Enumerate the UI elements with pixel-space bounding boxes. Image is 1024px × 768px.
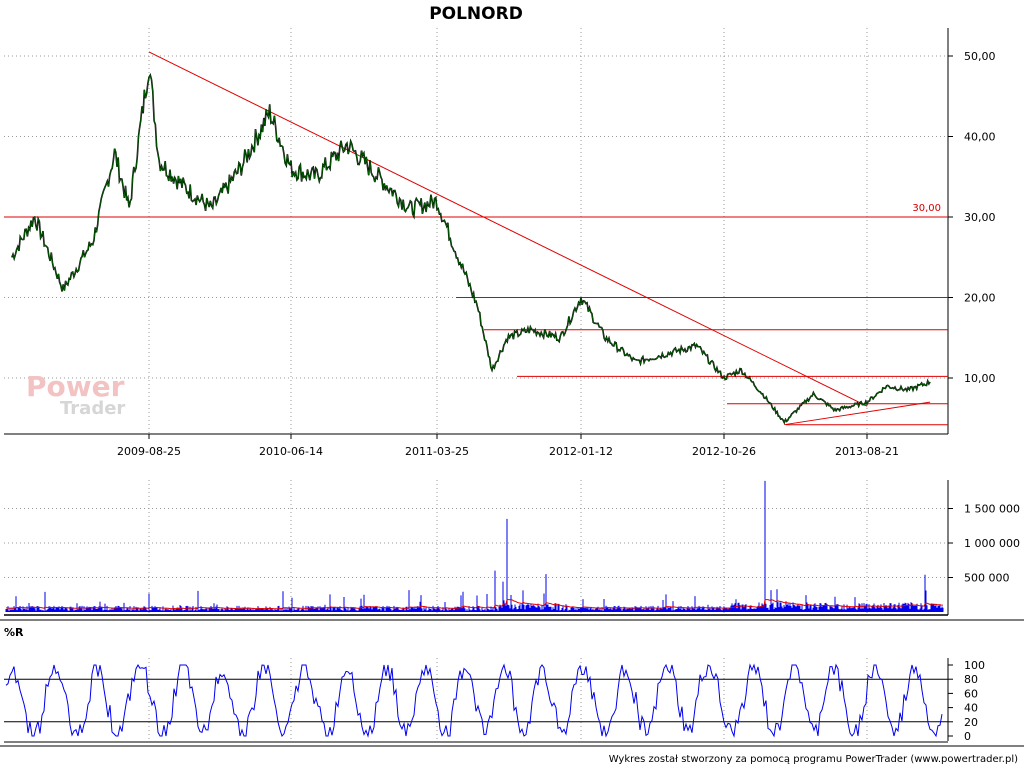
volume-y-axis: 500 000 1 000 000 1 500 000: [948, 503, 1020, 585]
price-annotations: 30,00: [4, 51, 948, 426]
price-line-outline: [11, 73, 931, 425]
price-y-tick-label: 40,00: [964, 131, 996, 144]
watermark-power: Power: [26, 370, 125, 403]
date-x-tick-label: 2013-08-21: [835, 445, 899, 458]
trend-line: [148, 51, 868, 407]
price-y-tick-label: 50,00: [964, 50, 996, 63]
panel-frames: [0, 28, 1024, 747]
williams-r-reference-lines: [4, 678, 948, 723]
date-x-tick-label: 2012-10-26: [692, 445, 756, 458]
date-x-axis: 2009-08-25 2010-06-14 2011-03-25 2012-01-12…: [117, 434, 899, 458]
williams-r-y-tick-label: 80: [964, 673, 978, 686]
williams-r-label: %R: [4, 626, 24, 639]
volume-y-tick-label: 500 000: [964, 572, 1010, 585]
date-x-tick-label: 2009-08-25: [117, 445, 181, 458]
date-x-tick-label: 2010-06-14: [259, 445, 323, 458]
trend-line: [784, 401, 931, 426]
footer-credit: Wykres został stworzony za pomocą progra…: [609, 754, 1018, 765]
level-label: 30,00: [912, 203, 941, 214]
volume-average-line: [5, 599, 944, 610]
volume-y-tick-label: 1 500 000: [964, 503, 1020, 516]
date-x-tick-label: 2012-01-12: [549, 445, 613, 458]
price-y-tick-label: 20,00: [964, 292, 996, 305]
grid-lines: [4, 28, 948, 741]
williams-r-y-tick-label: 0: [964, 730, 971, 743]
williams-r-y-tick-label: 60: [964, 687, 978, 700]
price-line: [11, 74, 931, 424]
price-y-axis: 10,00 20,00 30,00 40,00 50,00: [948, 50, 996, 385]
volume-y-tick-label: 1 000 000: [964, 537, 1020, 550]
watermark-trader: Trader: [60, 398, 125, 419]
date-x-tick-label: 2011-03-25: [405, 445, 469, 458]
price-y-tick-label: 10,00: [964, 372, 996, 385]
williams-r-series: [5, 663, 943, 738]
volume-average: [5, 599, 944, 610]
price-series: [11, 73, 931, 425]
volume-series: [5, 480, 944, 612]
williams-r-y-tick-label: 20: [964, 716, 978, 729]
williams-r-y-tick-label: 100: [964, 659, 985, 672]
williams-r-y-tick-label: 40: [964, 702, 978, 715]
chart-title: POLNORD: [429, 4, 523, 24]
price-y-tick-label: 30,00: [964, 211, 996, 224]
williams-r-line: [5, 663, 943, 738]
